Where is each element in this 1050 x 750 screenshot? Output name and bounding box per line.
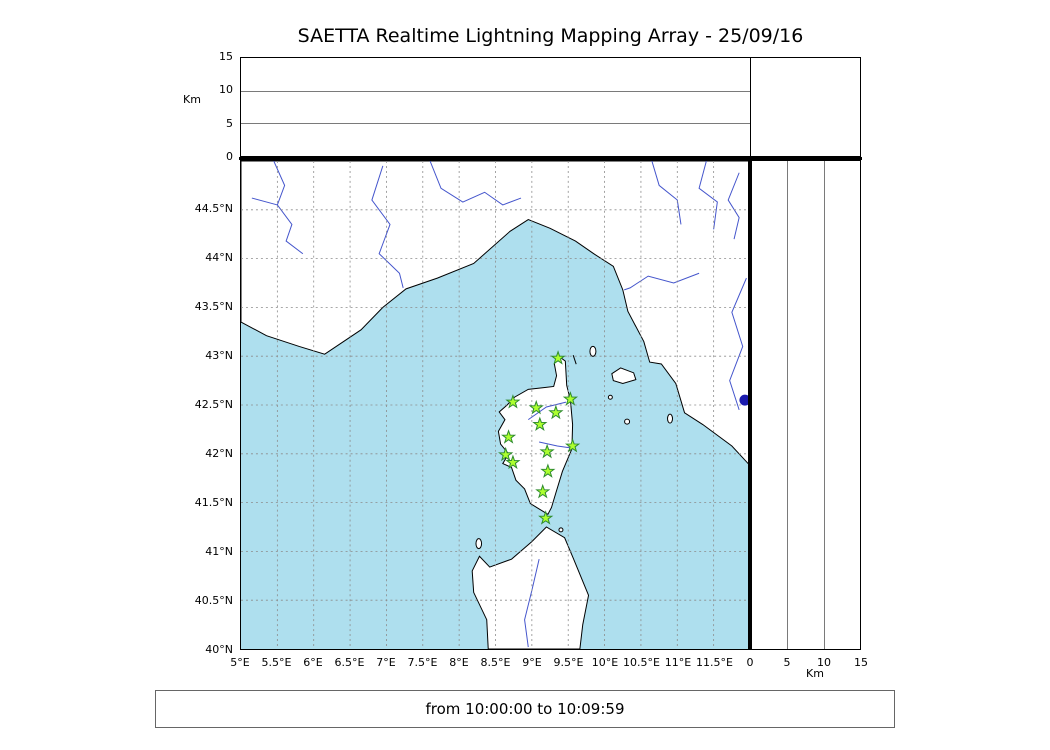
latitude-tick-label: 41.5°N <box>194 496 233 509</box>
river-tavignano <box>539 441 571 449</box>
altitude-gridline-10km <box>241 90 750 92</box>
longitude-tick-label: 8.5°E <box>480 656 511 669</box>
graticule-layer <box>241 161 750 649</box>
station-star-marker <box>505 454 521 470</box>
altitude-histogram-panel <box>750 57 861 157</box>
station-star-marker <box>538 510 554 525</box>
river-layer <box>251 161 747 648</box>
station-star-marker <box>539 443 555 459</box>
longitude-tick-label: 6°E <box>303 656 323 669</box>
time-window-box: from 10:00:00 to 10:09:59 <box>155 690 895 728</box>
station-star-marker <box>550 350 566 365</box>
latitude-tick-label: 44.5°N <box>194 202 233 215</box>
giglio-island <box>667 413 674 424</box>
station-star-marker <box>528 399 544 415</box>
latitude-tick-label: 40.5°N <box>194 594 233 607</box>
longitude-tick-label: 8°E <box>449 656 469 669</box>
altitude-axis-label-bottom: Km <box>806 667 824 680</box>
land-layer <box>241 161 750 649</box>
elba-island <box>611 367 637 385</box>
station-star-marker <box>501 429 517 444</box>
longitude-tick-label: 7.5°E <box>407 656 438 669</box>
altitude-tick-label-bottom: 0 <box>746 656 754 669</box>
latitude-tick-label: 41°N <box>205 545 233 558</box>
longitude-tick-label: 11°E <box>664 656 692 669</box>
altitude-tick-label-left: 0 <box>226 150 233 163</box>
river-tanaro <box>429 161 522 206</box>
river-po-tributary-1 <box>651 161 682 225</box>
time-window-text: from 10:00:00 to 10:09:59 <box>425 700 625 718</box>
longitude-tick-label: 10°E <box>591 656 619 669</box>
altitude-tick-label-left: 5 <box>226 116 233 130</box>
river-po-tributary-3 <box>727 172 740 240</box>
thick-vertical-border <box>748 157 752 650</box>
altitude-axis-label-left: Km <box>183 93 201 106</box>
latitude-tick-label: 44°N <box>205 251 233 264</box>
altitude-tick-label-left: 10 <box>219 83 233 97</box>
river-var <box>371 165 404 289</box>
sardinia-island <box>471 526 590 649</box>
altitude-tick-label-left: 15 <box>219 50 233 63</box>
latitude-tick-label: 43°N <box>205 349 233 362</box>
latitude-tick-label: 42.5°N <box>194 398 233 411</box>
river-po-tributary-2 <box>698 161 718 230</box>
altitude-tick-label-bottom: 10 <box>817 656 831 669</box>
altitude-tick-label-bottom: 15 <box>854 656 868 669</box>
station-star-marker <box>532 416 548 432</box>
blue-point-marker <box>739 394 750 406</box>
station-star-marker <box>564 438 581 453</box>
pianosa-island <box>607 394 613 400</box>
station-star-marker <box>548 404 564 420</box>
river-arno <box>624 272 700 291</box>
maddalena-island <box>558 527 564 533</box>
longitude-tick-label: 9.5°E <box>553 656 584 669</box>
station-star-marker <box>562 391 579 406</box>
altitude-gridline-5km <box>241 123 750 125</box>
latitude-tick-label: 42°N <box>205 447 233 460</box>
corsica-island <box>497 354 574 516</box>
longitude-tick-label: 7°E <box>376 656 396 669</box>
longitude-tick-label: 5.5°E <box>261 656 292 669</box>
map-svg <box>241 161 750 649</box>
station-layer <box>498 350 581 525</box>
river-tirso <box>524 559 540 648</box>
altitude-latitude-panel <box>750 160 861 650</box>
mainland-coast-france-italy <box>241 161 750 467</box>
figure-title: SAETTA Realtime Lightning Mapping Array … <box>297 25 804 47</box>
longitude-tick-label: 6.5°E <box>334 656 365 669</box>
altitude-gridline-10km-vert <box>823 161 825 649</box>
capraia-island <box>589 345 597 357</box>
altitude-longitude-panel <box>240 57 751 157</box>
longitude-tick-label: 5°E <box>230 656 250 669</box>
station-star-marker <box>498 446 514 462</box>
cap-corse-islet-mark <box>572 355 577 365</box>
river-branch <box>251 197 278 206</box>
latitude-tick-label: 40°N <box>205 643 233 656</box>
longitude-tick-label: 11.5°E <box>696 656 733 669</box>
thick-horizontal-border <box>239 157 862 160</box>
altitude-gridline-5km-vert <box>787 161 789 649</box>
river-golo <box>527 401 567 421</box>
river-durance <box>273 161 304 255</box>
station-star-marker <box>535 483 551 499</box>
asinara-island <box>475 538 483 550</box>
longitude-tick-label: 9°E <box>522 656 542 669</box>
station-star-marker <box>505 394 521 409</box>
longitude-tick-label: 10.5°E <box>623 656 660 669</box>
river-tiber <box>729 277 747 411</box>
station-star-marker <box>540 463 556 478</box>
latitude-tick-label: 43.5°N <box>194 300 233 313</box>
altitude-tick-label-bottom: 5 <box>783 656 791 669</box>
extra-point-layer <box>739 394 750 406</box>
montecristo-island <box>624 418 631 425</box>
map-panel <box>240 160 751 650</box>
